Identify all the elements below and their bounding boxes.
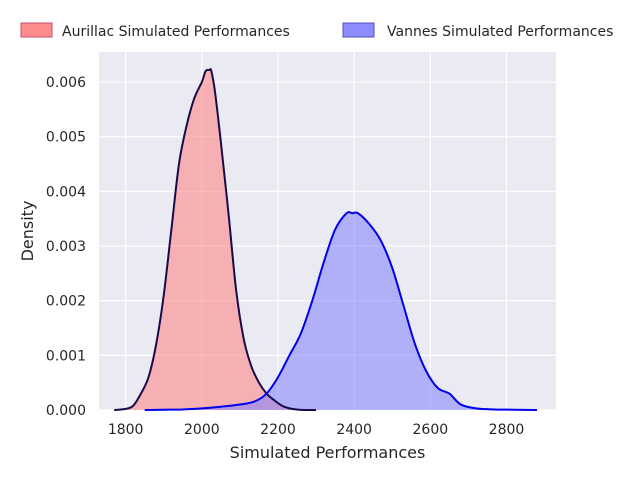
area-layer [114,68,537,411]
y-tick-labels: 0.000 0.001 0.002 0.003 0.004 0.005 0.006 [46,75,86,419]
y-tick-label: 0.006 [46,75,86,91]
y-tick-label: 0.004 [46,184,86,200]
x-tick-label: 2600 [413,422,449,438]
x-tick-labels: 1800 2000 2200 2400 2600 2800 [108,422,524,438]
legend-label-aurillac: Aurillac Simulated Performances [62,24,290,40]
legend-swatch-vannes [342,22,375,38]
y-tick-label: 0.003 [46,239,86,255]
x-tick-label: 2200 [260,422,296,438]
density-fill-aurillac [114,69,317,410]
y-tick-label: 0.001 [46,348,86,364]
y-axis-label: Density [18,201,37,262]
density-line-aurillac [114,68,317,411]
x-tick-label: 2800 [489,422,525,438]
x-tick-label: 2000 [184,422,220,438]
y-tick-label: 0.000 [46,403,86,419]
x-tick-label: 1800 [108,422,144,438]
density-fill-vannes [144,212,537,410]
density-line-vannes [144,211,537,411]
x-tick-label: 2400 [336,422,372,438]
y-tick-label: 0.005 [46,130,86,146]
legend: Aurillac Simulated Performances Vannes S… [20,22,613,40]
legend-label-vannes: Vannes Simulated Performances [387,24,613,40]
y-tick-label: 0.002 [46,294,86,310]
x-axis-label: Simulated Performances [230,443,426,462]
legend-swatch-aurillac [20,22,53,38]
